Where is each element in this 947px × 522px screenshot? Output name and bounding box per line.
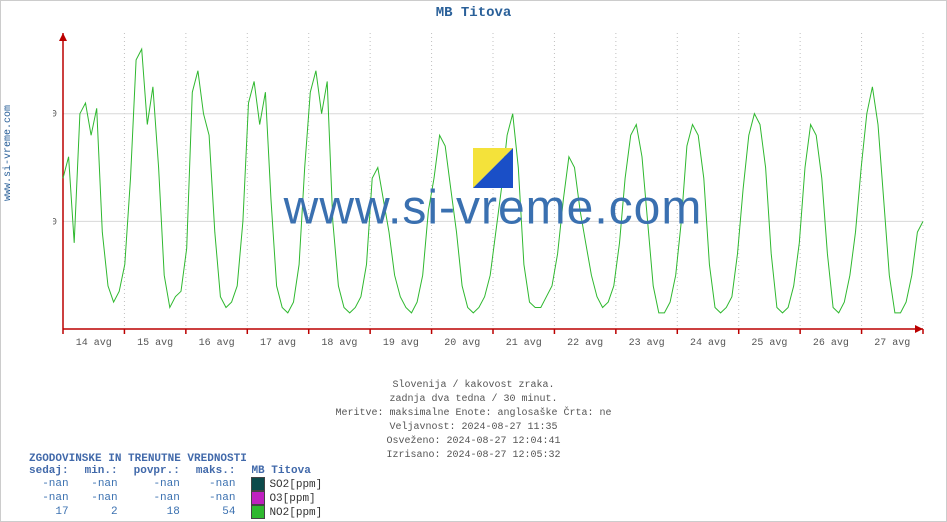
chart-title: MB Titova xyxy=(1,1,946,21)
chart-svg: 14 avg 15 avg 16 avg 17 avg 18 avg 19 avg 20 a… xyxy=(53,29,933,359)
chart-container: MB Titova www.si-vreme.com 14 avg15 avg1… xyxy=(0,0,947,522)
svg-text:20: 20 xyxy=(53,217,57,228)
legend-value: -nan xyxy=(126,477,188,491)
legend-swatch xyxy=(251,505,265,519)
chart-area: 14 avg 15 avg 16 avg 17 avg 18 avg 19 avg 20 a… xyxy=(53,29,933,359)
svg-text:16 avg: 16 avg xyxy=(199,338,235,349)
legend-value: -nan xyxy=(77,477,126,491)
legend-value: 54 xyxy=(188,505,244,519)
legend-station-header: MB Titova xyxy=(243,465,330,477)
legend-header: ZGODOVINSKE IN TRENUTNE VREDNOSTI xyxy=(21,453,330,465)
legend-swatch-cell: NO2[ppm] xyxy=(243,505,330,519)
legend-swatch-cell: SO2[ppm] xyxy=(243,477,330,491)
svg-text:26 avg: 26 avg xyxy=(813,338,849,349)
legend-row: -nan-nan-nan-nanSO2[ppm] xyxy=(21,477,330,491)
caption-line: Osveženo: 2024-08-27 12:04:41 xyxy=(1,435,946,449)
legend-value: 18 xyxy=(126,505,188,519)
svg-text:22 avg: 22 avg xyxy=(567,338,603,349)
caption-line: Veljavnost: 2024-08-27 11:35 xyxy=(1,421,946,435)
legend-row: 1721854 NO2[ppm] xyxy=(21,505,330,519)
caption-line: Meritve: maksimalne Enote: anglosaške Čr… xyxy=(1,407,946,421)
caption-block: Slovenija / kakovost zraka. zadnja dva t… xyxy=(1,379,946,463)
legend-swatch-cell: O3[ppm] xyxy=(243,491,330,505)
svg-text:40: 40 xyxy=(53,110,57,121)
legend-swatch xyxy=(251,491,265,505)
svg-text:15 avg: 15 avg xyxy=(137,338,173,349)
legend-series-label: NO2[ppm] xyxy=(269,507,322,519)
svg-text:14 avg: 14 avg xyxy=(76,338,112,349)
legend-column-header: povpr.: xyxy=(126,465,188,477)
legend-column-header: maks.: xyxy=(188,465,244,477)
caption-line: zadnja dva tedna / 30 minut. xyxy=(1,393,946,407)
y-axis-label: www.si-vreme.com xyxy=(3,105,14,201)
legend-series-label: O3[ppm] xyxy=(269,493,315,505)
svg-text:20 avg: 20 avg xyxy=(444,338,480,349)
legend-value: -nan xyxy=(77,491,126,505)
legend-table: ZGODOVINSKE IN TRENUTNE VREDNOSTI sedaj:… xyxy=(21,453,330,519)
legend-value: -nan xyxy=(21,477,77,491)
legend-column-header: sedaj: xyxy=(21,465,77,477)
svg-text:25 avg: 25 avg xyxy=(751,338,787,349)
svg-text:17 avg: 17 avg xyxy=(260,338,296,349)
legend-series-label: SO2[ppm] xyxy=(269,479,322,491)
caption-line: Slovenija / kakovost zraka. xyxy=(1,379,946,393)
svg-text:19 avg: 19 avg xyxy=(383,338,419,349)
legend-value: 2 xyxy=(77,505,126,519)
svg-text:18 avg: 18 avg xyxy=(321,338,357,349)
svg-text:27 avg: 27 avg xyxy=(874,338,910,349)
legend-column-header: min.: xyxy=(77,465,126,477)
legend-value: -nan xyxy=(126,491,188,505)
legend-value: 17 xyxy=(21,505,77,519)
svg-text:21 avg: 21 avg xyxy=(506,338,542,349)
legend-row: -nan-nan-nan-nanO3[ppm] xyxy=(21,491,330,505)
legend-value: -nan xyxy=(21,491,77,505)
svg-text:23 avg: 23 avg xyxy=(629,338,665,349)
svg-text:24 avg: 24 avg xyxy=(690,338,726,349)
legend-value: -nan xyxy=(188,477,244,491)
legend-swatch xyxy=(251,477,265,491)
legend-value: -nan xyxy=(188,491,244,505)
